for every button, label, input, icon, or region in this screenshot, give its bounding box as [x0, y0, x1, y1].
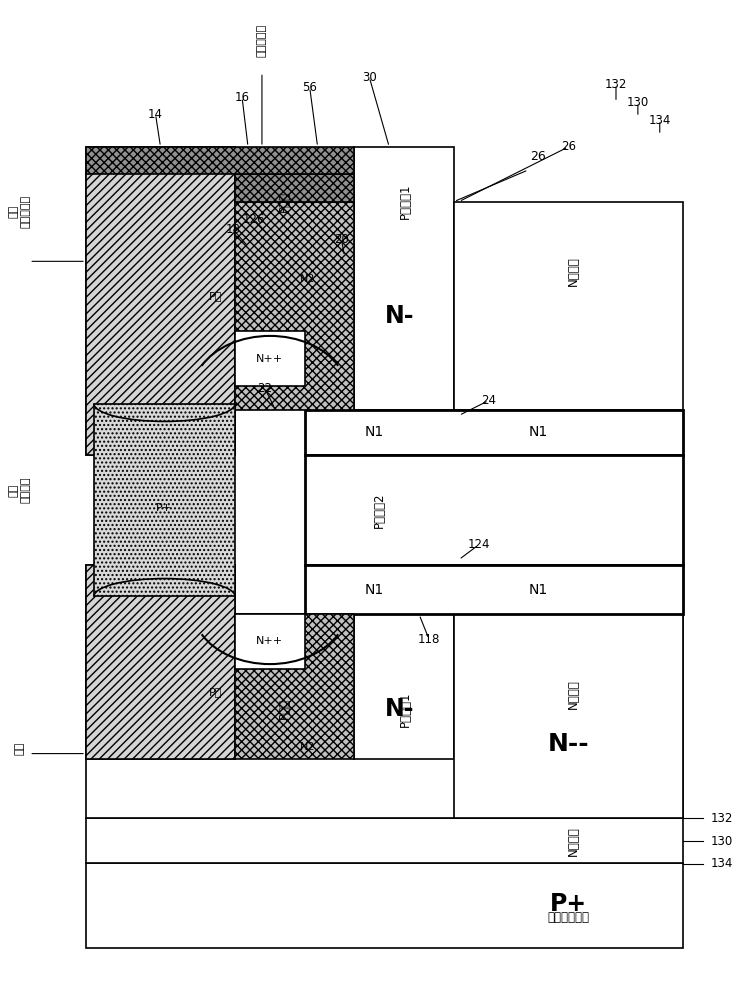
Text: 134: 134 [649, 114, 671, 127]
Text: 130: 130 [711, 835, 733, 848]
Bar [86, 147, 354, 174]
Text: N--: N-- [548, 732, 589, 756]
Bar [235, 614, 305, 669]
Text: P+: P+ [550, 892, 587, 916]
Text: 130: 130 [627, 96, 649, 109]
Text: 134: 134 [711, 857, 733, 870]
Text: N1: N1 [365, 583, 384, 597]
Bar [86, 174, 235, 455]
Text: N2: N2 [300, 274, 315, 284]
Text: N缓冲层: N缓冲层 [567, 826, 580, 856]
Text: 132: 132 [711, 812, 733, 825]
Text: 124: 124 [467, 538, 490, 551]
Text: P型纵列2: P型纵列2 [373, 492, 386, 528]
Bar [235, 331, 305, 386]
Text: P屏蔽: P屏蔽 [278, 698, 292, 719]
Bar [354, 147, 454, 410]
Bar [86, 147, 235, 455]
Bar [354, 614, 454, 759]
Text: P井: P井 [209, 291, 222, 301]
Bar [86, 863, 683, 948]
Text: N++: N++ [256, 354, 283, 364]
Text: 栅极
（多晶硅）: 栅极 （多晶硅） [9, 195, 30, 228]
Text: 132: 132 [605, 78, 627, 91]
Text: 24: 24 [481, 394, 496, 407]
Text: N1: N1 [365, 425, 384, 439]
Bar [235, 202, 354, 410]
Text: 16: 16 [235, 91, 249, 104]
Bar [305, 410, 683, 455]
Bar [305, 455, 683, 565]
Text: 集极（金属）: 集极（金属） [548, 911, 589, 924]
Text: N1: N1 [529, 425, 548, 439]
Text: 18: 18 [226, 223, 241, 236]
Text: N型纵列: N型纵列 [567, 256, 580, 286]
Bar [86, 565, 235, 759]
Text: 126: 126 [243, 213, 265, 226]
Bar [235, 614, 354, 759]
Text: 26: 26 [561, 140, 576, 153]
Text: P屏蔽: P屏蔽 [278, 191, 292, 212]
Bar [235, 174, 354, 202]
Text: P+: P+ [156, 503, 171, 513]
Bar [86, 818, 683, 863]
Bar [86, 565, 235, 759]
Text: 14: 14 [148, 108, 163, 121]
Bar [454, 614, 683, 818]
Text: 26: 26 [531, 150, 546, 163]
Text: 20: 20 [334, 233, 349, 246]
Text: 30: 30 [362, 71, 376, 84]
Text: P型纵列1: P型纵列1 [399, 691, 412, 727]
Text: 22: 22 [258, 382, 272, 395]
Text: N-: N- [384, 304, 414, 328]
Text: P型纵列1: P型纵列1 [399, 184, 412, 219]
Text: 栅极: 栅极 [14, 742, 24, 755]
Bar [305, 565, 683, 614]
Text: 118: 118 [418, 633, 440, 646]
Text: 栅极氧化物: 栅极氧化物 [257, 24, 267, 57]
Text: N2: N2 [300, 742, 315, 752]
Text: 56: 56 [303, 81, 317, 94]
Text: N++: N++ [256, 636, 283, 646]
Text: N1: N1 [529, 583, 548, 597]
Bar [86, 614, 683, 818]
Text: N型纵列: N型纵列 [567, 679, 580, 709]
Text: N-: N- [384, 697, 414, 721]
Text: P井: P井 [209, 687, 222, 697]
Bar [454, 202, 683, 410]
Text: 射极
（金属）: 射极 （金属） [9, 477, 30, 503]
Bar [94, 404, 235, 596]
